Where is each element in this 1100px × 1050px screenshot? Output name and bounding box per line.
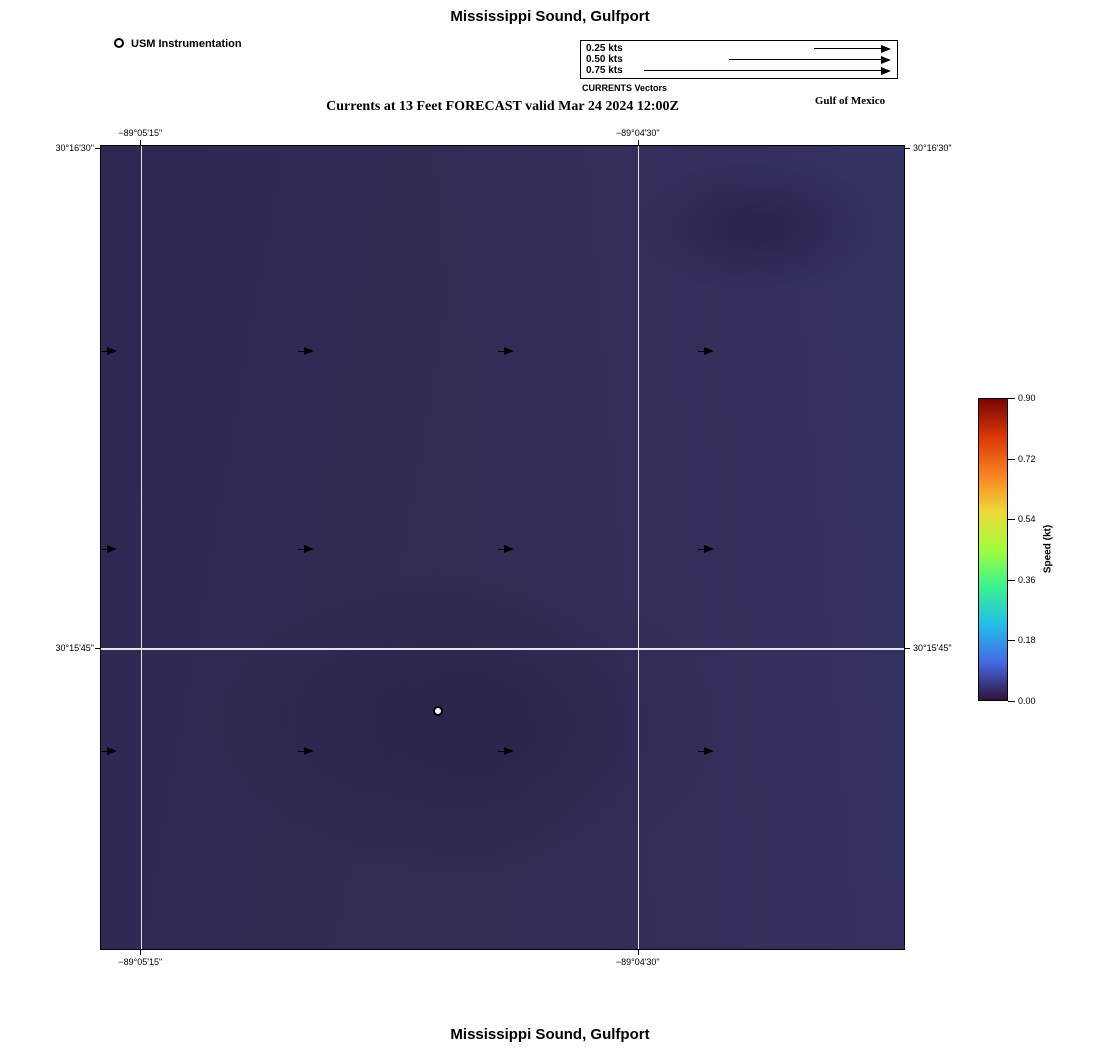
x-tick-label-bottom: −89°04'30" xyxy=(615,957,660,967)
arrow-head-icon xyxy=(503,545,514,554)
page-title: Mississippi Sound, Gulfport xyxy=(450,8,650,25)
current-vector-arrow xyxy=(698,347,715,356)
arrow-head-icon xyxy=(503,747,514,756)
arrow-head-icon xyxy=(304,545,315,554)
grid-line-vertical xyxy=(637,146,640,949)
usm-station-marker xyxy=(432,705,443,716)
arrow-head-icon xyxy=(304,347,315,356)
colorbar-tick-mark xyxy=(1008,701,1015,702)
axis-tick-mark xyxy=(95,648,100,650)
current-vector-arrow xyxy=(101,747,117,756)
colorbar-tick-mark xyxy=(1008,640,1015,642)
arrow-shaft xyxy=(298,548,306,551)
y-tick-label-right: 30°16'30" xyxy=(913,143,952,154)
vector-legend-label: 0.25 kts xyxy=(586,43,623,54)
grid-line-vertical xyxy=(140,146,142,949)
axis-tick-mark xyxy=(637,140,639,145)
arrow-shaft xyxy=(497,548,505,551)
vector-scale-legend: 0.25 kts 0.50 kts 0.75 kts xyxy=(580,40,898,79)
arrow-shaft xyxy=(497,350,505,353)
vector-legend-arrow-line xyxy=(729,58,889,61)
colorbar-tick-label: 0.72 xyxy=(1018,453,1036,464)
current-vector-arrow xyxy=(298,545,315,554)
y-tick-label-left: 30°16'30" xyxy=(55,143,94,154)
current-vector-arrow xyxy=(497,747,514,756)
current-vector-arrow xyxy=(298,747,315,756)
colorbar-tick-label: 0.18 xyxy=(1018,635,1036,646)
y-tick-label-left: 30°15'45" xyxy=(55,643,94,654)
vector-legend-arrow-head-icon xyxy=(881,55,891,64)
arrow-head-icon xyxy=(107,545,117,554)
current-vector-arrow xyxy=(698,545,715,554)
arrow-head-icon xyxy=(704,545,715,554)
current-vector-arrow xyxy=(698,747,715,756)
x-tick-label-top: −89°04'30" xyxy=(615,128,660,138)
station-legend-marker-icon xyxy=(114,38,124,48)
colorbar-tick-mark xyxy=(1008,519,1015,521)
axis-tick-mark xyxy=(905,648,910,650)
arrow-head-icon xyxy=(503,347,514,356)
arrow-head-icon xyxy=(107,347,117,356)
arrow-shaft xyxy=(298,750,306,753)
axis-tick-mark xyxy=(140,950,142,955)
vector-legend-label: 0.75 kts xyxy=(586,65,623,76)
colorbar-tick-mark xyxy=(1008,458,1015,460)
axis-tick-mark xyxy=(95,148,100,150)
station-legend-label: USM Instrumentation xyxy=(131,38,242,50)
current-vector-arrow xyxy=(497,347,514,356)
arrow-shaft xyxy=(101,750,108,753)
grid-line-horizontal xyxy=(101,648,904,650)
y-tick-label-right: 30°15'45" xyxy=(913,643,952,654)
arrow-head-icon xyxy=(704,747,715,756)
current-vector-arrow xyxy=(101,347,117,356)
speed-colorbar xyxy=(978,398,1008,701)
colorbar-tick-label: 0.54 xyxy=(1018,514,1036,525)
arrow-shaft xyxy=(101,548,108,551)
vector-legend-row: 0.25 kts xyxy=(586,43,891,54)
arrow-shaft xyxy=(101,350,108,353)
forecast-subtitle: Currents at 13 Feet FORECAST valid Mar 2… xyxy=(326,99,679,114)
arrow-head-icon xyxy=(304,747,315,756)
current-vector-arrow xyxy=(497,545,514,554)
colorbar-tick-label: 0.36 xyxy=(1018,574,1036,585)
vector-legend-row: 0.50 kts xyxy=(586,54,891,65)
x-tick-label-bottom: −89°05'15" xyxy=(118,957,163,967)
colorbar-tick-mark xyxy=(1008,398,1015,399)
vector-legend-arrow-head-icon xyxy=(881,44,891,53)
arrow-shaft xyxy=(298,350,306,353)
colorbar-tick-label: 0.00 xyxy=(1018,696,1036,706)
axis-tick-mark xyxy=(140,140,142,145)
vector-legend-arrow-line xyxy=(814,47,889,50)
x-tick-label-top: −89°05'15" xyxy=(118,128,163,138)
vector-legend-row: 0.75 kts xyxy=(586,65,891,76)
current-vector-arrow xyxy=(298,347,315,356)
arrow-shaft xyxy=(698,548,706,551)
vector-legend-arrow-head-icon xyxy=(881,66,891,75)
region-label: Gulf of Mexico xyxy=(814,95,886,107)
current-map-panel xyxy=(100,145,905,950)
axis-tick-mark xyxy=(637,950,639,955)
arrow-head-icon xyxy=(704,347,715,356)
vector-legend-caption: CURRENTS Vectors xyxy=(582,83,668,93)
arrow-shaft xyxy=(698,750,706,753)
arrow-head-icon xyxy=(107,747,117,756)
colorbar-tick-label: 0.90 xyxy=(1018,393,1036,403)
axis-tick-mark xyxy=(905,148,910,150)
arrow-shaft xyxy=(497,750,505,753)
vector-legend-arrow-line xyxy=(644,69,889,72)
current-vector-arrow xyxy=(101,545,117,554)
footer-title: Mississippi Sound, Gulfport xyxy=(450,1026,650,1043)
colorbar-axis-label: Speed (kt) xyxy=(1042,524,1054,574)
vector-legend-label: 0.50 kts xyxy=(586,54,623,65)
arrow-shaft xyxy=(698,350,706,353)
colorbar-tick-mark xyxy=(1008,579,1015,581)
